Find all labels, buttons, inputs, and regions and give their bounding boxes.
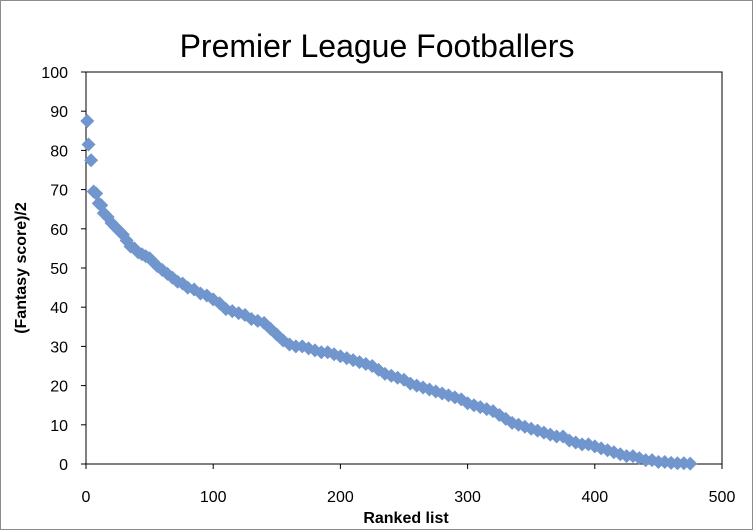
y-tick-label: 70	[50, 183, 68, 200]
x-tick-label: 400	[581, 489, 608, 506]
y-tick-label: 90	[50, 104, 68, 121]
data-point	[81, 137, 96, 152]
y-tick-label: 60	[50, 222, 68, 239]
chart-title: Premier League Footballers	[180, 28, 575, 64]
x-axis-title: Ranked list	[363, 510, 449, 527]
y-tick-label: 10	[50, 418, 68, 435]
x-tick-label: 200	[327, 489, 354, 506]
x-axis: 0 100 200 300 400 500	[82, 464, 736, 506]
y-tick-label: 40	[50, 300, 68, 317]
y-axis-title: (Fantasy score)/2	[13, 202, 30, 334]
y-axis: 0 10 20 30 40 50 60 70 80 90 100	[41, 65, 86, 474]
y-tick-label: 80	[50, 143, 68, 160]
data-point	[683, 456, 698, 471]
x-tick-label: 0	[82, 489, 91, 506]
x-tick-label: 100	[200, 489, 227, 506]
data-point	[80, 114, 95, 128]
y-tick-label: 20	[50, 379, 68, 396]
data-series	[80, 114, 698, 471]
y-tick-label: 50	[50, 261, 68, 278]
y-tick-label: 0	[59, 457, 68, 474]
y-tick-label: 100	[41, 65, 68, 82]
data-point	[84, 153, 99, 168]
x-tick-label: 500	[709, 489, 736, 506]
plot-area	[85, 71, 723, 465]
data-point	[89, 186, 104, 201]
x-tick-label: 300	[454, 489, 481, 506]
y-tick-label: 30	[50, 339, 68, 356]
